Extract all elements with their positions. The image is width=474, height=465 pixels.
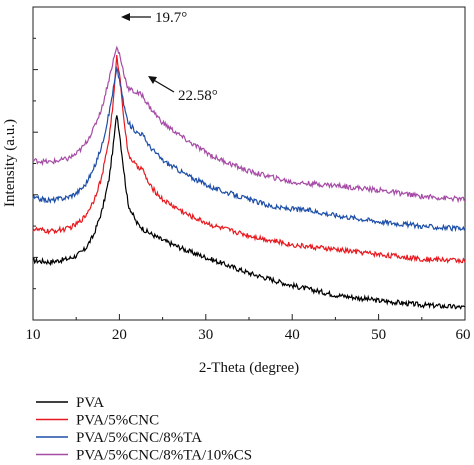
x-axis-label: 2-Theta (degree)	[199, 360, 299, 376]
x-tick-label-30: 30	[198, 327, 213, 343]
annotation-arrowhead-2	[148, 76, 157, 84]
annotation-peak-2: 22.58°	[148, 76, 218, 104]
annotation-peak-1: 19.7°	[121, 10, 187, 26]
series-line-2	[32, 54, 466, 265]
x-tick-label-40: 40	[285, 327, 300, 343]
legend-label-4: PVA/5%CNC/8%TA/10%CS	[76, 448, 252, 464]
series-line-3	[32, 66, 466, 233]
plot-area: 10 20 30 40 50 60	[26, 6, 471, 343]
annotation-arrow-2	[151, 78, 175, 93]
y-axis-label: Intensity (a.u.)	[2, 119, 18, 207]
annotation-arrowhead-1	[121, 13, 130, 21]
legend-label-3: PVA/5%CNC/8%TA	[76, 430, 202, 446]
legend-label-1: PVA	[76, 395, 104, 411]
legend-label-2: PVA/5%CNC	[76, 413, 159, 429]
annotation-label-1: 19.7°	[155, 10, 187, 26]
x-tick-label-50: 50	[371, 327, 386, 343]
series-line-1	[32, 115, 466, 310]
series-layer	[32, 45, 466, 310]
x-tick-label-60: 60	[456, 327, 471, 343]
series-line-4	[32, 45, 465, 204]
annotation-label-2: 22.58°	[178, 88, 218, 104]
x-tick-label-10: 10	[26, 327, 41, 343]
tick-layer: 10 20 30 40 50 60	[26, 37, 471, 343]
x-tick-label-20: 20	[112, 327, 127, 343]
